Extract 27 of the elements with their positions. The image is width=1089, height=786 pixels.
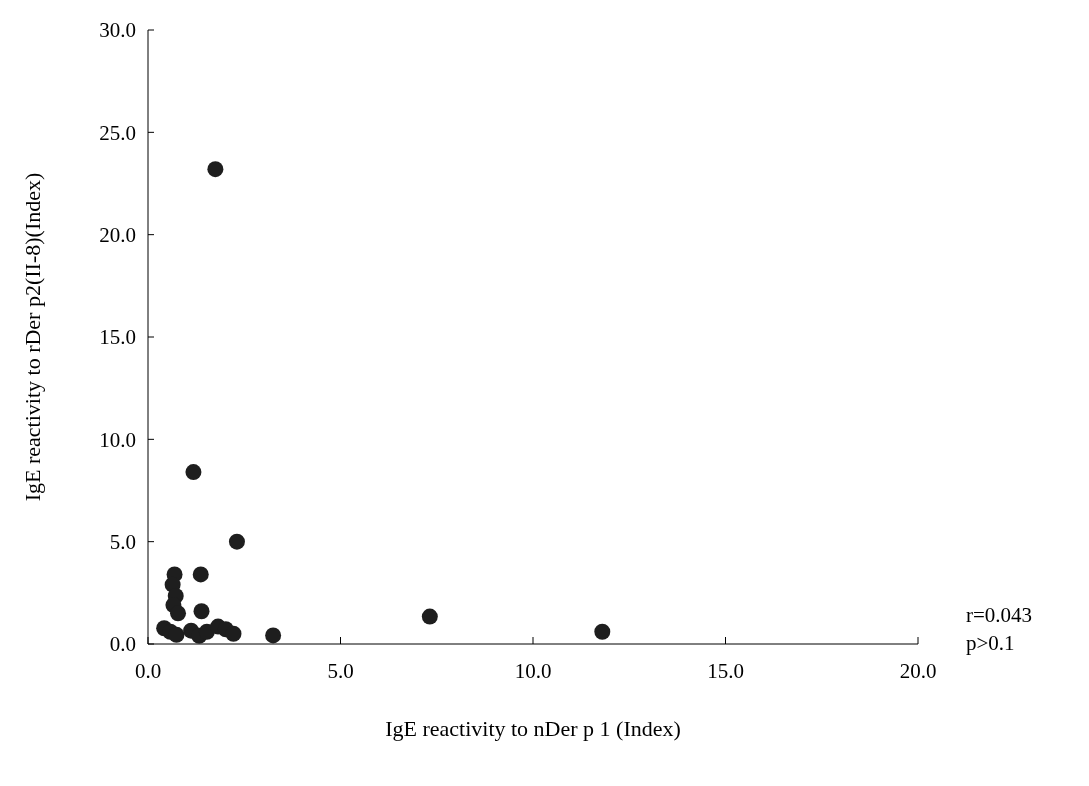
point: [170, 605, 187, 622]
x-tick-label: 20.0: [899, 659, 937, 683]
x-tick-label: 10.0: [514, 659, 552, 683]
y-tick-label: 30.0: [99, 18, 136, 43]
y-tick-label: 15.0: [99, 325, 136, 350]
point: [265, 627, 282, 644]
point: [168, 626, 185, 643]
y-tick-label: 25.0: [99, 120, 136, 145]
point: [207, 161, 224, 178]
point: [185, 464, 202, 481]
text: p>0.1: [966, 631, 1015, 655]
point: [421, 608, 438, 625]
x-axis-title: IgE reactivity to nDer p 1 (Index): [385, 716, 681, 741]
point: [193, 603, 210, 620]
y-tick-label: 20.0: [99, 223, 136, 248]
point: [225, 625, 242, 642]
text: r=0.043: [966, 603, 1033, 627]
point: [594, 623, 611, 640]
point: [228, 533, 245, 550]
point: [192, 566, 209, 583]
y-tick-label: 5.0: [109, 530, 136, 555]
y-tick-label: 0.0: [109, 632, 136, 657]
x-tick-label: 0.0: [134, 659, 162, 683]
x-tick-label: 5.0: [327, 659, 354, 683]
y-axis-title: IgE reactivity to rDer p2(II-8)(Index): [20, 172, 45, 502]
x-tick-label: 15.0: [707, 659, 744, 683]
y-tick-label: 10.0: [99, 427, 136, 452]
